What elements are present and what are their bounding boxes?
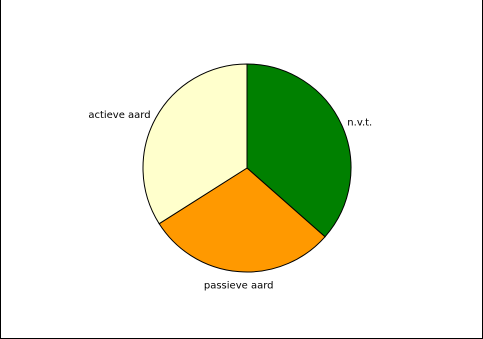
pie-slices [142, 63, 352, 273]
pie-labels: n.v.t. passieve aard actieve aard [88, 110, 372, 292]
pie-slice-passieve-aard [158, 167, 326, 273]
pie-slice-actieve-aard [142, 63, 248, 225]
pie-label-actieve-aard: actieve aard [88, 110, 150, 121]
pie-slice-n-v-t [246, 63, 352, 238]
pie-label-passieve-aard: passieve aard [204, 281, 274, 292]
pie-label-n-v-t: n.v.t. [347, 118, 372, 129]
